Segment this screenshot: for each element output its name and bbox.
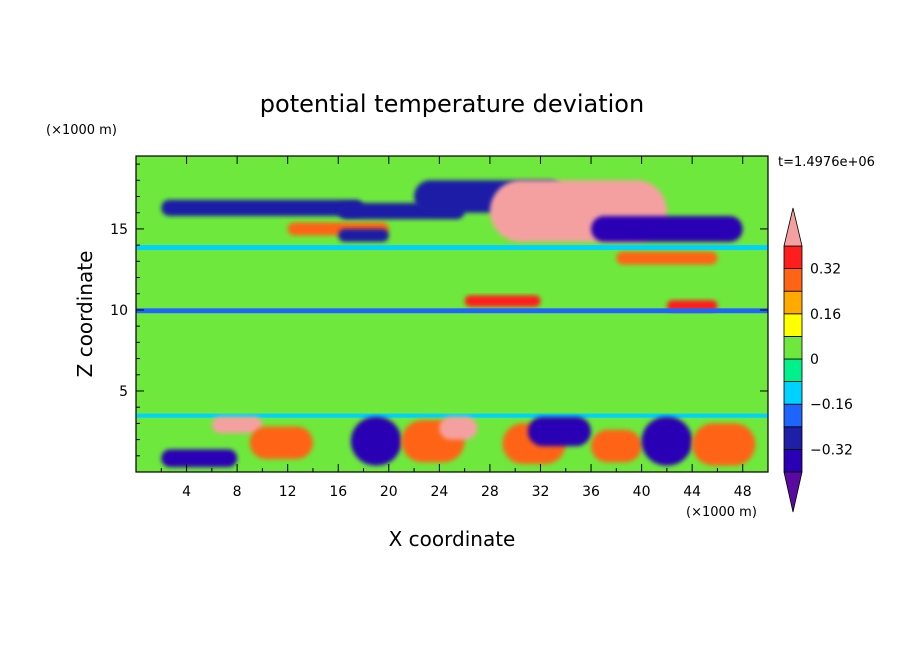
contour-region (527, 416, 592, 447)
contour-region (641, 416, 693, 466)
colorbar-tick-label: −0.16 (810, 397, 853, 413)
colorbar-segment (783, 313, 803, 337)
contour-region (136, 245, 768, 250)
x-unit-label: (×1000 m) (686, 505, 757, 520)
y-tick-label: 10 (110, 303, 128, 319)
plot-area (136, 156, 768, 472)
colorbar-segment (783, 403, 803, 428)
colorbar-segment (783, 381, 803, 405)
contour-region (161, 199, 364, 216)
x-axis-label: X coordinate (389, 527, 516, 551)
contour-region (439, 416, 478, 440)
contour-region (591, 429, 642, 463)
x-tick-label: 44 (683, 484, 701, 500)
x-tick-label: 16 (329, 484, 347, 500)
contour-region (136, 253, 768, 416)
contour-region (136, 308, 768, 314)
x-tick-label: 40 (633, 484, 651, 500)
x-tick-label: 36 (582, 484, 600, 500)
contour-region (692, 423, 756, 466)
contour-region (136, 413, 768, 418)
y-tick-label: 5 (119, 384, 128, 400)
x-tick-label: 48 (734, 484, 752, 500)
x-tick-label: 32 (532, 484, 550, 500)
colorbar-segment (783, 290, 803, 315)
x-tick-label: 12 (279, 484, 297, 500)
chart-title: potential temperature deviation (260, 90, 644, 118)
x-tick-label: 24 (430, 484, 448, 500)
contour-region (249, 426, 313, 460)
colorbar-segment (783, 358, 803, 383)
colorbar-segment (783, 335, 803, 360)
colorbar: 0.32 0.16 0 −0.16 −0.32 (783, 207, 853, 513)
y-unit-label: (×1000 m) (46, 123, 117, 138)
x-tick-label: 20 (380, 484, 398, 500)
colorbar-segment (783, 426, 803, 450)
contour-region (338, 228, 389, 242)
colorbar-tick-label: −0.32 (810, 442, 853, 458)
colorbar-tick-label: 0.32 (810, 262, 841, 278)
colorbar-min-arrow (783, 471, 803, 513)
x-tick-label: 8 (233, 484, 242, 500)
colorbar-tick-label: 0 (810, 352, 819, 368)
colorbar-segment (783, 245, 803, 270)
colorbar-max-arrow (783, 207, 803, 247)
y-axis-ticks: 5 10 15 (110, 163, 768, 457)
x-tick-label: 4 (182, 484, 191, 500)
x-axis-ticks: 4 8 12 16 20 24 28 32 36 40 44 48 (160, 156, 752, 500)
time-label: t=1.4976e+06 (778, 155, 875, 170)
colorbar-segment (783, 448, 803, 473)
plot-frame (135, 155, 769, 473)
y-axis-label: Z coordinate (73, 251, 97, 378)
contour-region (211, 416, 263, 434)
contour-region (161, 449, 238, 468)
contour-region (464, 295, 541, 307)
contour-field (136, 156, 768, 472)
contour-region (591, 215, 743, 242)
colorbar-tick-label: 0.16 (810, 307, 841, 323)
y-tick-label: 15 (110, 222, 128, 238)
colorbar-segment (783, 268, 803, 292)
contour-region (350, 416, 402, 466)
x-tick-label: 28 (481, 484, 499, 500)
contour-region (616, 251, 718, 265)
